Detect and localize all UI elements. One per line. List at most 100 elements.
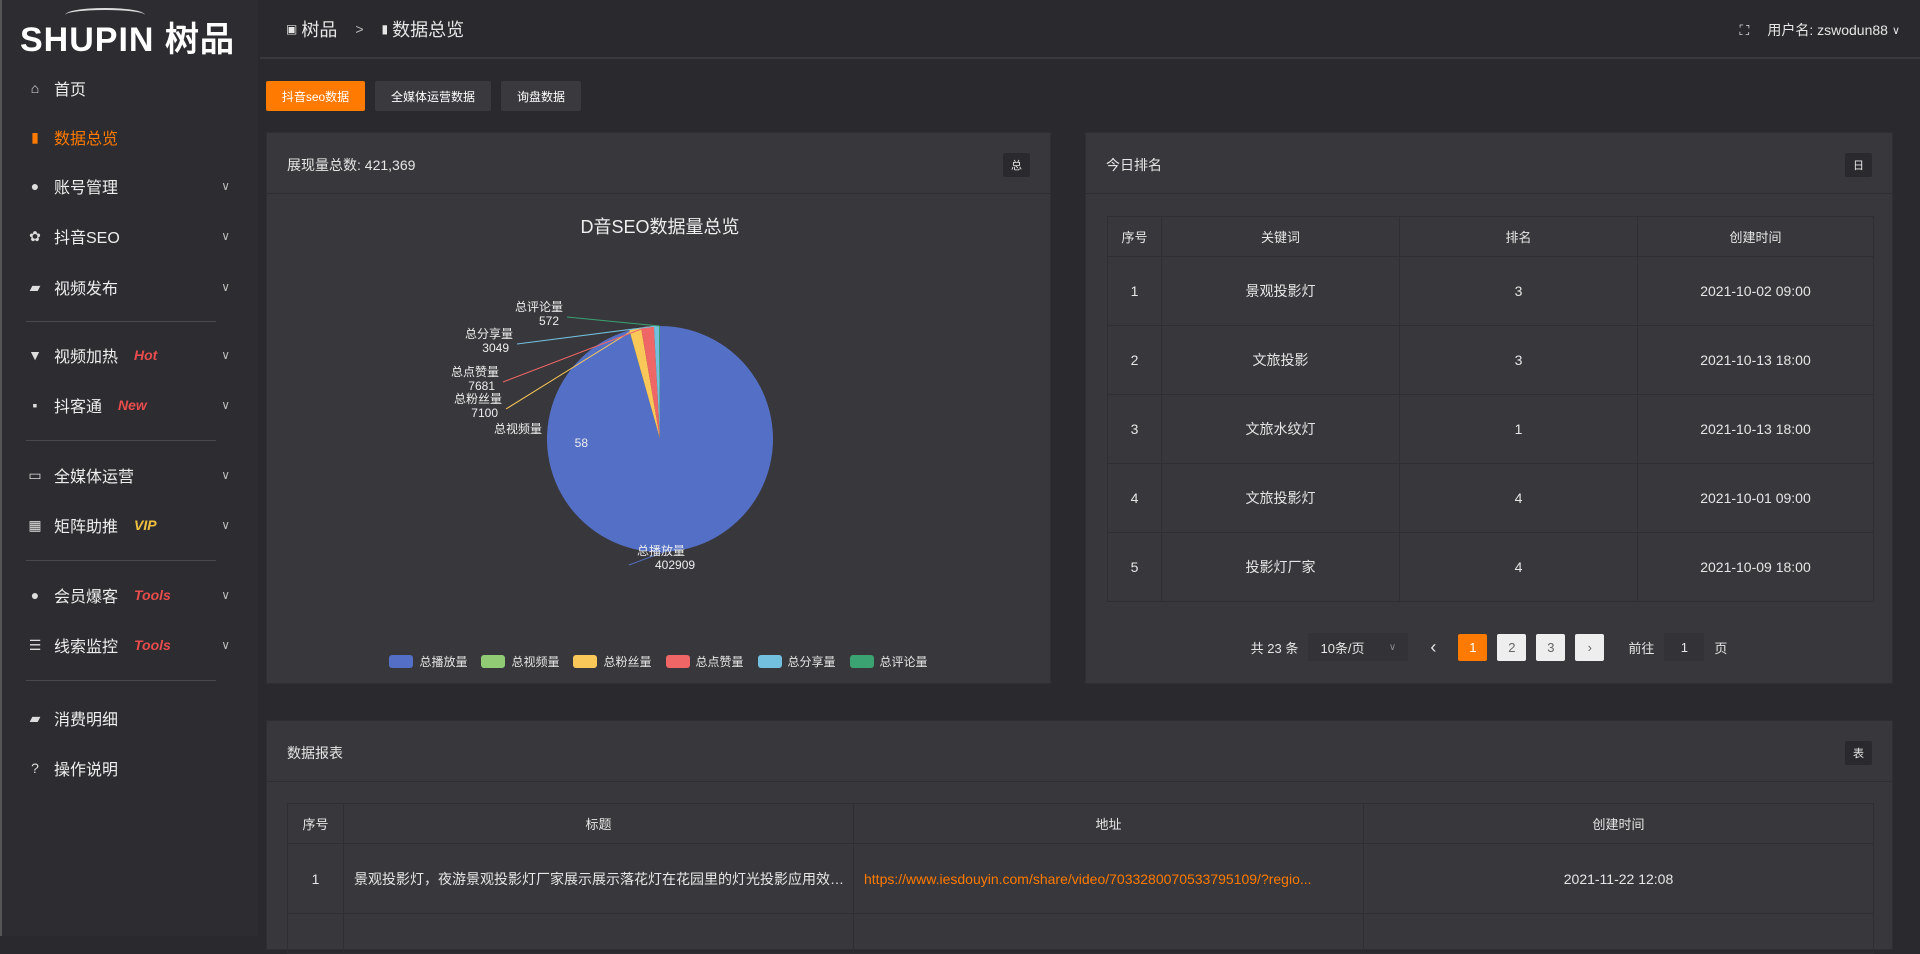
table-cell: 1 bbox=[287, 843, 344, 914]
sidebar-item-10[interactable]: ☰ 线索监控 Tools ∨ bbox=[2, 625, 260, 665]
sidebar-item-3[interactable]: ✿ 抖音SEO ∨ bbox=[2, 216, 260, 256]
slice-label: 总粉丝量 7100 bbox=[454, 392, 502, 420]
legend-swatch bbox=[757, 655, 782, 668]
table-cell: 2021-10-13 18:00 bbox=[1637, 325, 1874, 395]
total-count: 共 23 条 bbox=[1250, 640, 1299, 656]
chevron-down-icon: ∨ bbox=[221, 468, 230, 482]
column-header: 创建时间 bbox=[1363, 803, 1874, 844]
table-row[interactable]: 1 景观投影灯 3 2021-10-02 09:00 bbox=[1107, 256, 1874, 326]
next-page-button[interactable]: › bbox=[1575, 633, 1605, 661]
sidebar-icon: ▰ bbox=[29, 709, 41, 726]
chevron-down-icon: ∨ bbox=[221, 518, 230, 532]
table-cell: 文旅投影灯 bbox=[1161, 463, 1400, 533]
sidebar-item-12[interactable]: ? 操作说明 bbox=[2, 748, 260, 788]
table-row[interactable]: 1 景观投影灯，夜游景观投影灯厂家展示展示落花灯在花园里的灯光投影应用效果 # ht… bbox=[287, 843, 1874, 914]
sidebar-divider bbox=[26, 560, 216, 561]
pie-slice-3[interactable] bbox=[641, 326, 660, 439]
legend-item[interactable]: 总视频量 bbox=[481, 653, 559, 670]
logo[interactable]: SHUPIN 树品 bbox=[20, 8, 235, 61]
table-cell: 2021-10-09 18:00 bbox=[1637, 532, 1874, 602]
chart-title: D音SEO数据量总览 bbox=[580, 217, 739, 237]
report-table: 序号 标题 地址 创建时间 1 景观投影灯，夜游景观投影灯厂家展示展示落花灯在花园里的灯光… bbox=[287, 803, 1874, 954]
tab-inquiry[interactable]: 询盘数据 bbox=[501, 81, 581, 111]
page-1[interactable]: 1 bbox=[1458, 633, 1488, 661]
sidebar-item-4[interactable]: ▰ 视频发布 ∨ bbox=[2, 267, 260, 307]
label-line bbox=[516, 325, 657, 345]
sidebar-item-9[interactable]: ● 会员爆客 Tools ∨ bbox=[2, 575, 260, 615]
column-header: 排名 bbox=[1399, 216, 1638, 257]
legend-swatch bbox=[389, 655, 414, 668]
table-row[interactable]: 5 投影灯厂家 4 2021-10-09 18:00 bbox=[1107, 532, 1874, 602]
report-tag: 表 bbox=[1845, 741, 1872, 765]
chevron-down-icon: ∨ bbox=[221, 398, 230, 412]
legend-item[interactable]: 总分享量 bbox=[757, 653, 836, 670]
prev-page-button[interactable]: ‹ bbox=[1430, 636, 1437, 657]
sidebar-item-6[interactable]: ▪ 抖客通 New ∨ bbox=[2, 385, 260, 425]
table-row[interactable]: 2 文旅投影 3 2021-10-13 18:00 bbox=[1107, 325, 1874, 395]
table-cell: 投影灯厂家 bbox=[1161, 532, 1400, 602]
table-cell[interactable]: https://www.iesdouyin.com/share/video/70… bbox=[853, 843, 1364, 914]
dashboard-icon: ▣ bbox=[286, 21, 298, 36]
table-row[interactable]: 4 文旅投影灯 4 2021-10-01 09:00 bbox=[1107, 463, 1874, 533]
sidebar-item-2[interactable]: ● 账号管理 ∨ bbox=[2, 166, 260, 206]
chevron-down-icon: ∨ bbox=[221, 280, 230, 294]
table-row[interactable]: 3 文旅水纹灯 1 2021-10-13 18:00 bbox=[1107, 394, 1874, 464]
legend-label: 总视频量 bbox=[511, 655, 560, 669]
legend-item[interactable]: 总评论量 bbox=[849, 653, 928, 670]
pie-slice-4[interactable] bbox=[653, 326, 660, 439]
label-line bbox=[505, 328, 636, 410]
legend-item[interactable]: 总点赞量 bbox=[665, 653, 744, 670]
sidebar-item-8[interactable]: ▦ 矩阵助推 VIP ∨ bbox=[2, 505, 260, 545]
table-header: 序号 标题 地址 创建时间 bbox=[287, 803, 1874, 844]
chevron-down-icon: ∨ bbox=[221, 348, 230, 362]
column-header: 序号 bbox=[1107, 216, 1162, 257]
goto-input[interactable]: 1 bbox=[1664, 633, 1705, 661]
sidebar-badge: Hot bbox=[134, 347, 158, 363]
sidebar-item-5[interactable]: ▼ 视频加热 Hot ∨ bbox=[2, 335, 260, 375]
pie-slice-1[interactable] bbox=[629, 330, 660, 439]
breadcrumb-root[interactable]: 树品 bbox=[301, 19, 338, 40]
column-header: 序号 bbox=[287, 803, 344, 844]
page-2[interactable]: 2 bbox=[1497, 633, 1527, 661]
page-unit: 页 bbox=[1714, 640, 1728, 656]
sidebar-icon: ▭ bbox=[28, 466, 42, 483]
sidebar-item-label: 首页 bbox=[54, 82, 87, 99]
pie-slice-2[interactable] bbox=[629, 327, 660, 439]
chevron-down-icon[interactable]: ∨ bbox=[1891, 24, 1900, 37]
sidebar-item-11[interactable]: ▰ 消费明细 bbox=[2, 698, 260, 738]
fullscreen-icon[interactable]: ⛶ bbox=[1739, 21, 1750, 38]
sidebar-item-7[interactable]: ▭ 全媒体运营 ∨ bbox=[2, 455, 260, 495]
table-cell: 3 bbox=[1107, 394, 1162, 464]
legend-swatch bbox=[573, 655, 598, 668]
tab-douyin-seo[interactable]: 抖音seo数据 bbox=[266, 81, 365, 111]
legend-swatch bbox=[481, 655, 506, 668]
legend-item[interactable]: 总播放量 bbox=[389, 653, 467, 670]
user-menu[interactable]: 用户名: zswodun88 bbox=[1767, 22, 1888, 38]
label-line bbox=[566, 316, 660, 327]
page-3[interactable]: 3 bbox=[1536, 633, 1566, 661]
table-cell: 2021-10-02 09:00 bbox=[1637, 256, 1874, 326]
legend-item[interactable]: 总粉丝量 bbox=[573, 653, 652, 670]
column-header: 关键词 bbox=[1161, 216, 1400, 257]
slice-label: 总评论量 572 bbox=[515, 300, 563, 328]
legend-swatch bbox=[665, 655, 690, 668]
ranking-table: 序号 关键词 排名 创建时间 1 景观投影灯 3 2021-10-02 09:00 2 文旅投影 3… bbox=[1107, 216, 1874, 602]
label-line bbox=[502, 326, 648, 383]
sidebar-item-label: 视频发布 bbox=[54, 281, 119, 298]
ranking-tag: 日 bbox=[1845, 153, 1872, 177]
table-header: 序号 关键词 排名 创建时间 bbox=[1107, 216, 1874, 257]
chevron-down-icon: ∨ bbox=[1388, 641, 1397, 653]
sidebar-badge: VIP bbox=[134, 517, 157, 533]
sidebar-item-label: 抖音SEO bbox=[54, 230, 120, 247]
sidebar-divider bbox=[26, 680, 216, 681]
sidebar-icon: ⌂ bbox=[30, 80, 40, 96]
sidebar-icon: ▮ bbox=[31, 128, 39, 145]
sidebar-item-label: 全媒体运营 bbox=[54, 469, 135, 486]
sidebar-item-label: 数据总览 bbox=[54, 131, 119, 148]
page-size-select[interactable]: 10条/页 ∨ bbox=[1308, 633, 1409, 661]
sidebar-item-0[interactable]: ⌂ 首页 bbox=[2, 68, 260, 108]
table-cell: 文旅投影 bbox=[1161, 325, 1400, 395]
sidebar-icon: ▼ bbox=[28, 347, 42, 363]
tab-media-ops[interactable]: 全媒体运营数据 bbox=[375, 81, 491, 111]
sidebar-item-1[interactable]: ▮ 数据总览 bbox=[2, 117, 260, 157]
